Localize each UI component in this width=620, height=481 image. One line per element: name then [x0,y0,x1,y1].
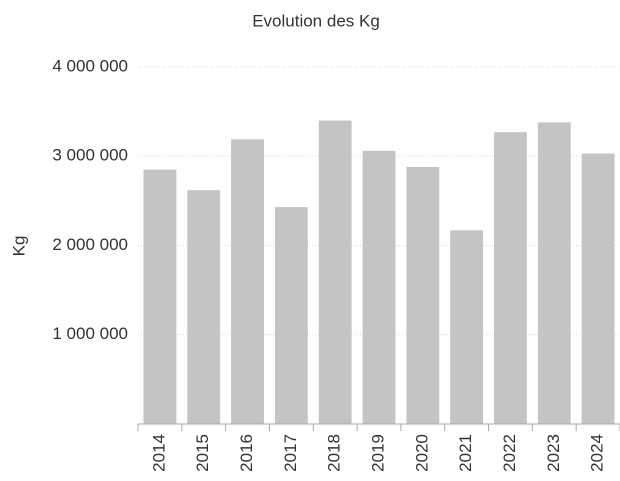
y-tick-label: 4 000 000 [52,56,128,75]
x-tick-label: 2018 [325,434,344,472]
chart-title: Evolution des Kg [252,11,380,30]
y-tick-label: 2 000 000 [52,235,128,254]
y-tick-label: 3 000 000 [52,146,128,165]
y-axis-label: Kg [9,236,28,257]
x-tick-label: 2019 [368,434,387,472]
x-tick-label: 2016 [237,434,256,472]
bar [581,153,615,424]
x-tick-label: 2017 [281,434,300,472]
bar [318,120,352,425]
y-tick-label: 1 000 000 [52,324,128,343]
bar [362,150,396,424]
x-tick-label: 2022 [500,434,519,472]
x-tick-label: 2023 [544,434,563,472]
bar [187,190,221,424]
bar [231,139,264,425]
x-tick-label: 2015 [193,434,212,472]
x-tick-label: 2024 [588,434,607,472]
bar [143,169,177,424]
x-tick-label: 2014 [149,434,168,472]
x-tick-label: 2020 [412,434,431,472]
bar [450,230,484,424]
bar [537,122,571,425]
bar [274,207,308,424]
bar [494,132,527,424]
bar [406,166,440,424]
x-tick-label: 2021 [456,434,475,472]
